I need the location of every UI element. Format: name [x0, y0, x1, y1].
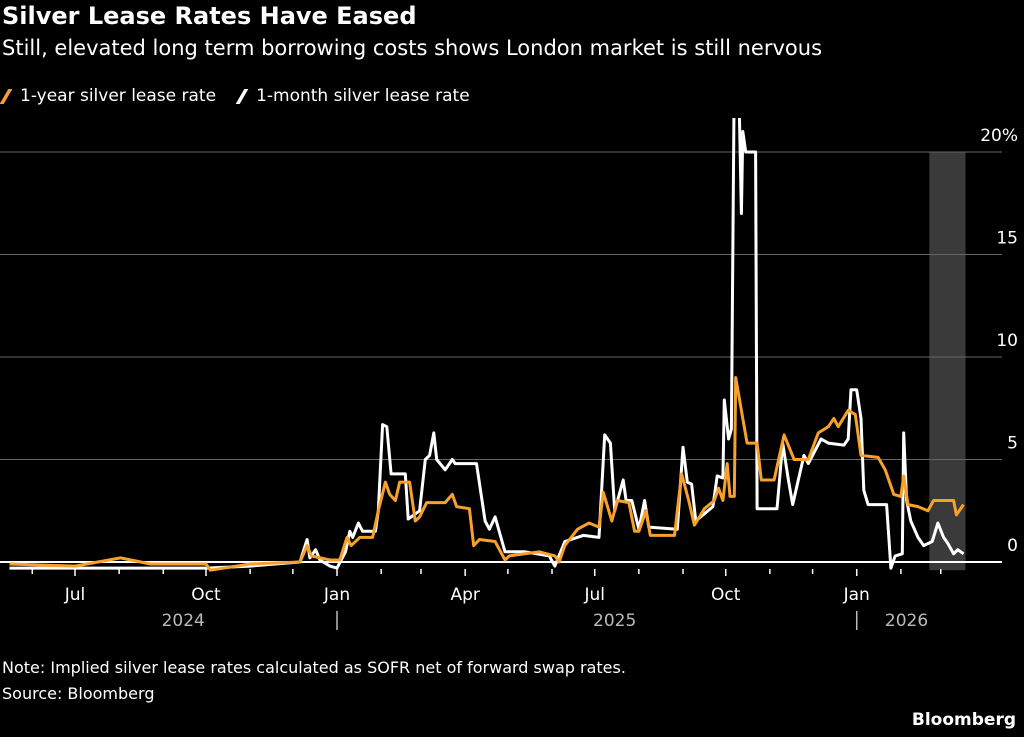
x-tick-label: Apr [450, 585, 479, 605]
x-tick-label: Jul [64, 585, 86, 605]
x-tick-label: Jan [843, 585, 870, 605]
x-tick-label: Oct [191, 585, 221, 605]
chart-title: Silver Lease Rates Have Eased [2, 2, 417, 30]
legend: 1-year silver lease rate 1-month silver … [0, 86, 470, 106]
legend-label-1-year: 1-year silver lease rate [20, 86, 217, 106]
x-tick-label: Oct [711, 585, 741, 605]
footnote: Note: Implied silver lease rates calcula… [2, 658, 626, 677]
bloomberg-logo: Bloomberg [911, 710, 1016, 730]
series-line-1-month [9, 118, 965, 570]
legend-item-1-year: 1-year silver lease rate [0, 86, 217, 106]
legend-item-1-month: 1-month silver lease rate [235, 86, 470, 106]
source-note: Source: Bloomberg [2, 684, 155, 703]
y-tick-label: 20% [980, 126, 1018, 146]
y-tick-label: 0 [1007, 536, 1018, 556]
x-tick-label: Jul [583, 585, 605, 605]
legend-label-1-month: 1-month silver lease rate [256, 86, 470, 106]
series-line-1-year [9, 376, 965, 572]
y-tick-label: 15 [996, 229, 1018, 249]
year-label: 2025 [593, 611, 636, 631]
chart-subtitle: Still, elevated long term borrowing cost… [2, 36, 823, 60]
x-tick-label: Jan [323, 585, 350, 605]
year-label: 2026 [885, 611, 928, 631]
year-label: 2024 [162, 611, 205, 631]
y-tick-label: 10 [996, 331, 1018, 351]
y-tick-label: 5 [1007, 434, 1018, 454]
